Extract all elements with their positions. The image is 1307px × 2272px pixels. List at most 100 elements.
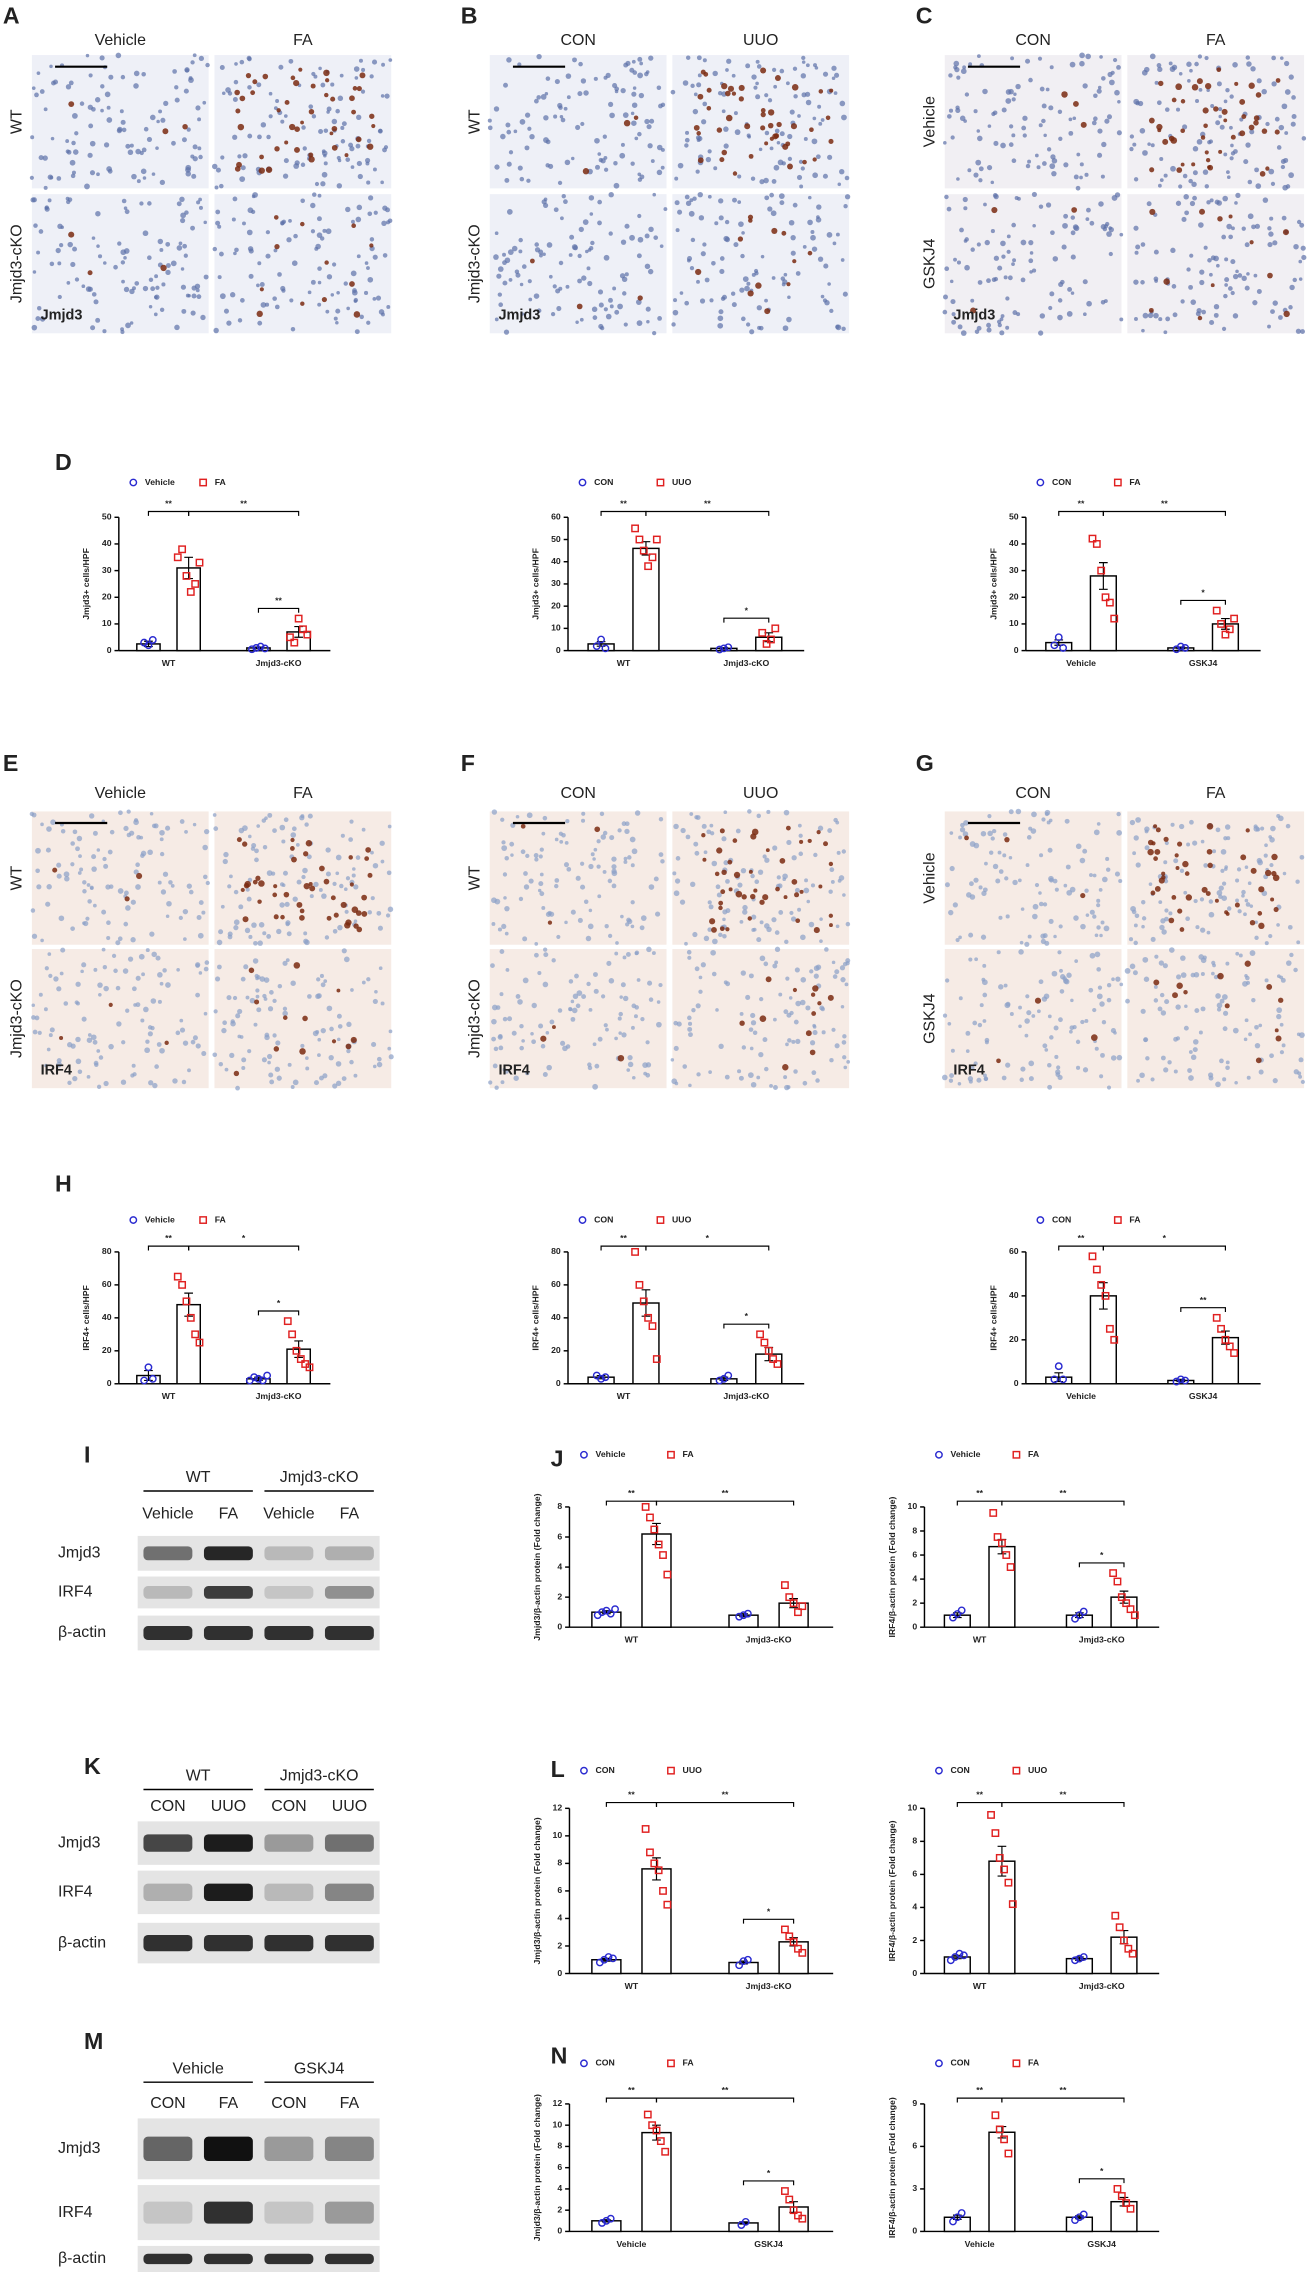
- nucleus: [809, 1040, 816, 1046]
- y-axis-label: IRF4/β-actin protein (Fold change): [887, 1820, 897, 1961]
- nucleus: [732, 197, 737, 203]
- nucleus: [192, 822, 197, 827]
- nucleus: [764, 130, 770, 136]
- nucleus: [620, 914, 624, 919]
- nucleus: [237, 154, 242, 159]
- nucleus: [980, 934, 987, 940]
- stained-cell: [272, 892, 278, 898]
- micrograph: [672, 811, 850, 945]
- nucleus: [168, 880, 173, 885]
- y-tick-label: 12: [553, 1803, 563, 1813]
- significance-label: **: [620, 1233, 627, 1243]
- nucleus: [568, 253, 573, 257]
- nucleus: [565, 818, 570, 824]
- blot-band: [264, 1934, 314, 1952]
- blot-band: [264, 2136, 314, 2162]
- blot-row-label: β-actin: [58, 2250, 106, 2267]
- nucleus: [973, 172, 979, 178]
- nucleus: [1192, 840, 1198, 846]
- nucleus: [364, 261, 369, 265]
- row-label: WT: [466, 109, 483, 134]
- nucleus: [695, 1003, 701, 1009]
- nucleus: [542, 1071, 548, 1077]
- blot-band: [324, 1586, 374, 1599]
- nucleus: [970, 1065, 975, 1070]
- micrograph: [489, 949, 667, 1089]
- nucleus: [1184, 210, 1189, 216]
- nucleus: [1298, 259, 1303, 264]
- data-point: [173, 1272, 182, 1281]
- nucleus: [593, 847, 598, 852]
- data-point: [743, 1955, 752, 1964]
- nucleus: [996, 950, 1001, 955]
- nucleus: [1156, 63, 1162, 68]
- nucleus: [540, 1043, 546, 1049]
- nucleus: [653, 876, 659, 882]
- stained-cell: [772, 133, 779, 140]
- nucleus: [1141, 924, 1145, 929]
- stained-cell: [1154, 848, 1161, 855]
- nucleus: [556, 934, 561, 939]
- nucleus: [644, 71, 649, 77]
- nucleus: [32, 270, 37, 274]
- nucleus: [539, 253, 543, 258]
- nucleus: [141, 72, 146, 77]
- nucleus: [712, 938, 718, 945]
- nucleus: [381, 220, 387, 226]
- stained-cell: [259, 287, 264, 292]
- nucleus: [977, 1022, 983, 1028]
- data-point: [1120, 1936, 1128, 1945]
- nucleus: [1017, 196, 1021, 201]
- nucleus: [269, 1079, 275, 1085]
- nucleus: [87, 1033, 92, 1037]
- data-point: [959, 1951, 968, 1960]
- nucleus: [1128, 937, 1134, 942]
- nucleus: [1300, 245, 1306, 251]
- data-point: [993, 1533, 1002, 1541]
- stained-cell: [273, 1046, 280, 1052]
- nucleus: [382, 253, 388, 258]
- nucleus: [519, 1023, 524, 1029]
- nucleus: [715, 884, 721, 890]
- nucleus: [553, 114, 558, 119]
- data-point: [781, 2187, 789, 2195]
- nucleus: [534, 242, 539, 247]
- nucleus: [123, 248, 130, 254]
- significance-bracket: [1001, 1500, 1125, 1506]
- nucleus: [1012, 258, 1017, 263]
- nucleus: [708, 1070, 712, 1074]
- nucleus: [823, 263, 829, 269]
- stained-cell: [1274, 1028, 1279, 1033]
- nucleus: [82, 880, 87, 885]
- data-point: [1004, 1878, 1013, 1887]
- nucleus: [639, 174, 645, 180]
- nucleus: [36, 306, 42, 311]
- data-point: [1004, 2149, 1013, 2158]
- nucleus: [1186, 267, 1191, 272]
- nucleus: [495, 1005, 501, 1010]
- nucleus: [1099, 1001, 1105, 1007]
- significance-label: **: [275, 596, 282, 606]
- stained-cell: [248, 967, 255, 974]
- nucleus: [602, 830, 608, 836]
- stained-cell: [1168, 917, 1175, 924]
- micrograph: [214, 194, 392, 334]
- stained-cell: [1221, 108, 1228, 115]
- legend-marker: [667, 1450, 675, 1459]
- nucleus: [87, 899, 92, 904]
- blot-row-label: β-actin: [58, 1624, 106, 1641]
- nucleus: [1160, 1010, 1167, 1016]
- nucleus: [182, 1040, 189, 1046]
- blot-row-label: IRF4: [58, 1584, 93, 1601]
- nucleus: [1135, 100, 1140, 106]
- data-point: [1113, 2185, 1122, 2193]
- x-tick-label: Vehicle: [965, 2239, 995, 2249]
- nucleus: [1097, 152, 1103, 158]
- data-point: [1050, 1375, 1059, 1384]
- nucleus: [651, 951, 656, 956]
- blot-band: [143, 2201, 193, 2224]
- data-point: [641, 1825, 650, 1833]
- data-point: [604, 1953, 613, 1961]
- stained-cell: [825, 115, 831, 121]
- nucleus: [367, 276, 374, 283]
